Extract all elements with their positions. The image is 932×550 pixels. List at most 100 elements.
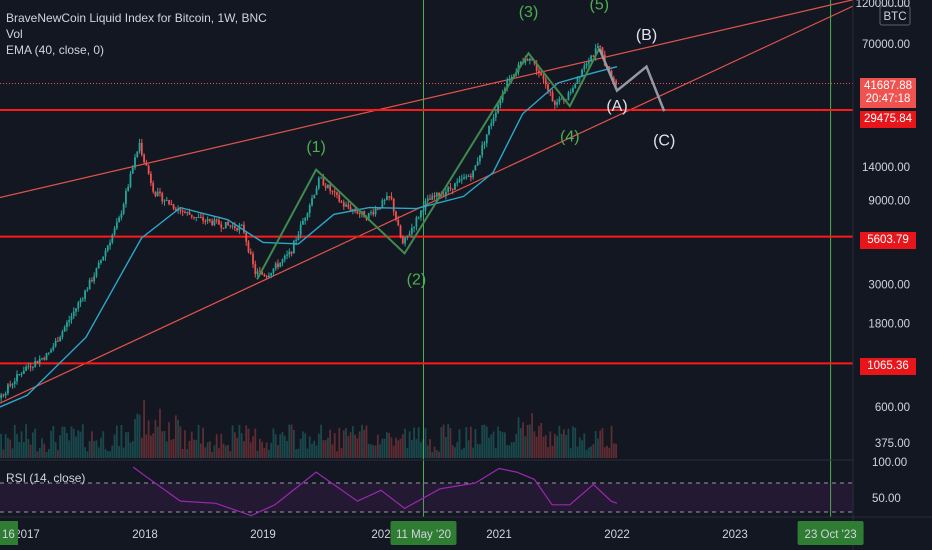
volume-bar <box>558 425 561 458</box>
volume-bar <box>231 425 234 458</box>
candle-body <box>115 222 118 229</box>
volume-bar <box>209 441 211 458</box>
volume-bar <box>118 446 121 458</box>
candle-body <box>576 77 579 84</box>
candle-body <box>435 192 438 197</box>
candle-body <box>599 46 602 48</box>
candle-body <box>547 84 549 91</box>
volume-bar <box>553 433 556 458</box>
candle-body <box>581 69 583 77</box>
volume-bar <box>606 445 608 458</box>
volume-bar <box>138 414 141 458</box>
wave-label-7[interactable]: (C) <box>653 133 675 150</box>
candle-body <box>351 209 354 211</box>
date-tag-box-0[interactable] <box>390 521 457 545</box>
volume-bar <box>134 418 136 458</box>
wave-label-1[interactable]: (2) <box>407 271 427 288</box>
volume-bar <box>79 431 82 458</box>
candle-body <box>127 186 130 191</box>
volume-bar <box>249 442 252 458</box>
wave-label-0[interactable]: (1) <box>306 139 326 156</box>
candle-body <box>358 213 361 215</box>
wave-label-5[interactable]: (A) <box>606 98 627 115</box>
volume-bar <box>102 431 105 458</box>
volume-bar <box>415 439 418 458</box>
channel-line-0[interactable] <box>0 0 854 205</box>
volume-bar <box>172 439 175 458</box>
candle-body <box>302 220 304 225</box>
date-tag-0[interactable]: 11 May '20 <box>396 529 451 541</box>
volume-bar <box>578 437 581 458</box>
time-axis[interactable]: 2017 2018 2019 2021 2022 2023 202 16 11 May '20 2… <box>0 521 864 545</box>
time-tick: 2022 <box>604 529 630 541</box>
legend-title[interactable]: BraveNewCoin Liquid Index for Bitcoin, 1… <box>6 11 267 25</box>
wave-label-3[interactable]: (4) <box>560 129 580 146</box>
support-levels[interactable] <box>0 108 853 365</box>
current-price-tag[interactable]: 41687.88 20:47:18 <box>860 78 916 108</box>
candle-body <box>102 256 105 261</box>
volume-bar <box>476 443 479 458</box>
elliott-wave-path[interactable] <box>256 48 601 280</box>
candle-body <box>299 224 302 235</box>
candle-body <box>342 202 345 207</box>
currency-badge-box[interactable] <box>879 5 911 26</box>
wave-label-2[interactable]: (3) <box>519 4 539 21</box>
volume-bar <box>56 450 59 458</box>
wave-label-6[interactable]: (B) <box>636 27 657 44</box>
candle-body <box>70 316 73 321</box>
volume-bar <box>29 444 32 458</box>
legend-ema[interactable]: EMA (40, close, 0) <box>6 43 105 57</box>
candle-body <box>213 219 216 226</box>
candle-body <box>190 214 193 217</box>
volume-bar <box>569 448 572 458</box>
candle-body <box>81 298 84 300</box>
level-tag-1065[interactable]: 1065.36 <box>860 358 916 375</box>
candle-body <box>204 220 207 222</box>
candle-body <box>594 48 597 57</box>
volume-bar <box>91 431 93 458</box>
candle-body <box>390 196 393 199</box>
volume-bar <box>77 430 80 458</box>
level-tag-29475[interactable]: 29475.84 <box>860 111 916 128</box>
candle-body <box>202 217 204 221</box>
volume-bar <box>383 438 386 458</box>
candle-body <box>476 161 479 166</box>
volume-bar <box>429 439 431 458</box>
time-tick: 2021 <box>486 529 512 541</box>
channel-line-1[interactable] <box>0 5 854 418</box>
volume-bar <box>404 428 406 458</box>
candle-body <box>420 210 422 218</box>
price-axis[interactable]: 120000.00 70000.00 14000.00 9000.00 3000.00 1… <box>856 0 910 450</box>
rsi-legend[interactable]: RSI (14, close) <box>6 471 86 485</box>
candle-body <box>41 358 43 360</box>
abc-projection-path[interactable] <box>598 48 666 112</box>
date-tag-box-1[interactable] <box>797 521 864 545</box>
volume-bar <box>47 448 50 458</box>
wave-label-4[interactable]: (5) <box>590 0 610 14</box>
volume-bar <box>268 450 270 458</box>
volume-bar <box>542 436 545 458</box>
candle-body <box>433 195 436 197</box>
legend-volume[interactable]: Vol <box>6 27 23 41</box>
volume-bar <box>150 435 152 458</box>
volume-bar <box>125 432 127 458</box>
volume-bar <box>84 447 86 458</box>
time-tick-stub: 16 <box>2 529 15 541</box>
candle-body <box>429 198 431 200</box>
vertical-date-lines[interactable] <box>422 0 832 517</box>
channel-lines[interactable] <box>0 0 854 418</box>
candle-body <box>288 251 291 255</box>
volume-bar <box>483 424 486 458</box>
volume-bar <box>222 443 225 458</box>
volume-bar <box>331 444 334 458</box>
currency-badge[interactable]: BTC <box>884 11 907 23</box>
candle-body <box>488 125 490 135</box>
date-tag-1[interactable]: 23 Oct '23 <box>805 529 857 541</box>
volume-bar <box>327 437 329 458</box>
candle-body <box>490 123 493 126</box>
candle-body <box>274 263 277 269</box>
candle-body <box>583 65 586 70</box>
level-tag-5603[interactable]: 5603.79 <box>860 232 916 249</box>
candle-body <box>277 263 279 267</box>
